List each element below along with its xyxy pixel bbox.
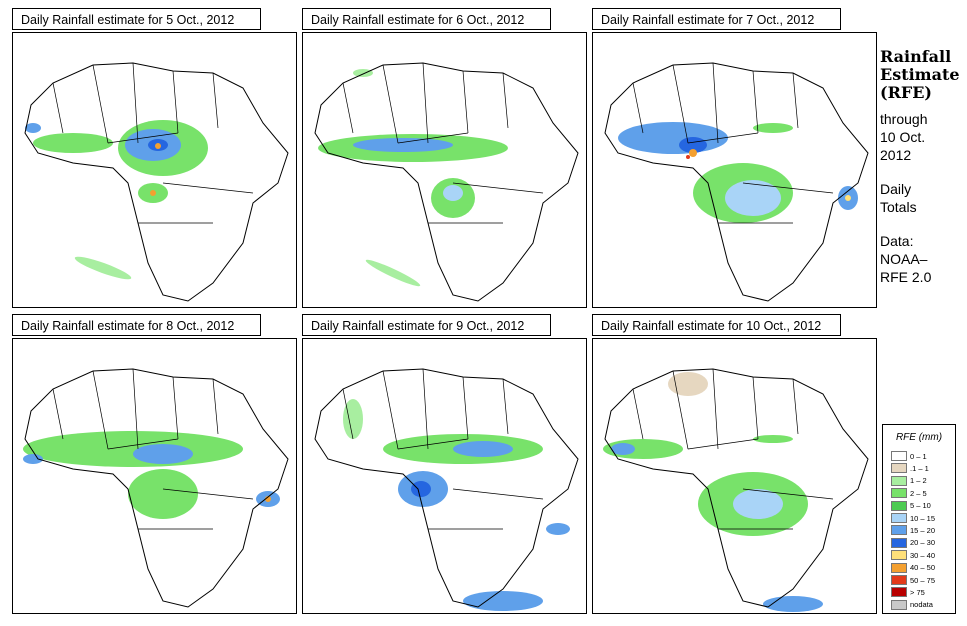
- map-panel-6-oct: Daily Rainfall estimate for 6 Oct., 2012: [302, 8, 587, 308]
- legend-item: 5 – 10: [891, 500, 931, 511]
- legend-swatch: [891, 537, 907, 548]
- legend-swatch: [891, 463, 907, 474]
- legend-item: .1 – 1: [891, 463, 929, 474]
- rain-layer: [25, 120, 208, 280]
- legend-item: 30 – 40: [891, 550, 936, 561]
- rain-layer: [23, 431, 280, 519]
- legend-item: > 75: [891, 587, 925, 598]
- rain-layer: [343, 399, 570, 611]
- legend-swatch: [891, 575, 907, 585]
- country-borders: [632, 62, 834, 224]
- legend-swatch: [891, 562, 907, 573]
- legend-label: 10 – 15: [910, 513, 936, 523]
- legend-item: 1 – 2: [891, 475, 927, 486]
- panel-title: Daily Rainfall estimate for 10 Oct., 201…: [592, 314, 841, 336]
- legend-label: 30 – 40: [910, 550, 936, 560]
- country-borders: [52, 368, 254, 530]
- legend-label: 2 – 5: [910, 488, 927, 498]
- panel-title: Daily Rainfall estimate for 5 Oct., 2012: [12, 8, 261, 30]
- africa-outline: [604, 368, 869, 608]
- legend-swatch: [891, 488, 907, 499]
- rainfall-map: [24, 62, 289, 302]
- africa-map: [12, 32, 297, 308]
- map-panel-7-oct: Daily Rainfall estimate for 7 Oct., 2012: [592, 8, 877, 308]
- heading-line-1: Rainfall: [880, 47, 952, 66]
- heading-line-3: (RFE): [880, 83, 932, 102]
- legend-label: .1 – 1: [910, 463, 929, 473]
- legend-swatch: [891, 513, 907, 523]
- legend-swatch: [891, 599, 907, 610]
- rain-layer: [618, 122, 858, 223]
- totals-label: Totals: [880, 199, 917, 215]
- info-panel: Rainfall Estimate (RFE) through 10 Oct. …: [880, 48, 965, 286]
- legend-label: 0 – 1: [910, 451, 927, 461]
- legend-swatch: [891, 475, 907, 486]
- legend-swatch: [891, 525, 907, 536]
- africa-map: [12, 338, 297, 614]
- legend-label: nodata: [910, 600, 933, 610]
- legend-label: 5 – 10: [910, 501, 931, 511]
- legend: RFE (mm) 0 – 1 .1 – 1 1 – 2 2 – 5 5 – 10 10 –…: [882, 424, 956, 614]
- panel-title: Daily Rainfall estimate for 8 Oct., 2012: [12, 314, 261, 336]
- africa-outline: [314, 368, 579, 608]
- country-borders: [52, 62, 254, 224]
- country-borders: [632, 368, 834, 530]
- heading-line-2: Estimate: [880, 65, 960, 84]
- data-source-line-2: RFE 2.0: [880, 269, 932, 285]
- end-date-line-2: 2012: [880, 147, 912, 163]
- legend-item: nodata: [891, 599, 933, 610]
- panel-title: Daily Rainfall estimate for 9 Oct., 2012: [302, 314, 551, 336]
- map-panel-9-oct: Daily Rainfall estimate for 9 Oct., 2012: [302, 314, 587, 614]
- rain-layer: [603, 372, 823, 612]
- legend-item: 10 – 15: [891, 513, 935, 523]
- end-date-line-1: 10 Oct.: [880, 129, 926, 145]
- legend-label: 1 – 2: [910, 476, 927, 486]
- legend-swatch: [891, 587, 907, 598]
- data-source-line-1: NOAA–: [880, 251, 928, 267]
- map-panel-10-oct: Daily Rainfall estimate for 10 Oct., 201…: [592, 314, 877, 614]
- panel-title: Daily Rainfall estimate for 7 Oct., 2012: [592, 8, 841, 30]
- through-label: through: [880, 111, 928, 127]
- map-panel-5-oct: Daily Rainfall estimate for 5 Oct., 2012: [12, 8, 297, 308]
- legend-item: 2 – 5: [891, 488, 927, 499]
- daily-label: Daily: [880, 181, 912, 197]
- africa-outline: [24, 368, 289, 608]
- rainfall-map: [314, 368, 579, 611]
- panel-title: Daily Rainfall estimate for 6 Oct., 2012: [302, 8, 551, 30]
- legend-item: 20 – 30: [891, 537, 936, 548]
- data-label: Data:: [880, 233, 914, 249]
- legend-swatch: [891, 550, 907, 561]
- africa-outline: [604, 62, 869, 302]
- rainfall-map: [314, 62, 579, 302]
- africa-map: [302, 32, 587, 308]
- legend-item: 50 – 75: [891, 575, 935, 585]
- africa-map: [592, 338, 877, 614]
- africa-outline: [314, 62, 579, 302]
- legend-label: 20 – 30: [910, 538, 936, 548]
- africa-map: [592, 32, 877, 308]
- legend-label: 15 – 20: [910, 525, 936, 535]
- map-panel-8-oct: Daily Rainfall estimate for 8 Oct., 2012: [12, 314, 297, 614]
- legend-swatch: [891, 500, 907, 511]
- rainfall-map: [23, 368, 289, 608]
- rainfall-map: [604, 62, 869, 302]
- legend-item: 40 – 50: [891, 562, 936, 573]
- country-borders: [342, 62, 544, 224]
- rainfall-map: [603, 368, 869, 612]
- country-borders: [342, 368, 544, 530]
- rain-layer: [318, 69, 508, 287]
- legend-item: 0 – 1: [891, 451, 927, 461]
- africa-map: [302, 338, 587, 614]
- legend-swatch: [891, 451, 907, 461]
- legend-label: > 75: [910, 587, 925, 597]
- africa-outline: [24, 62, 289, 302]
- legend-label: 40 – 50: [910, 563, 936, 573]
- legend-label: 50 – 75: [910, 575, 936, 585]
- legend-item: 15 – 20: [891, 525, 936, 536]
- legend-title: RFE (mm): [895, 432, 943, 443]
